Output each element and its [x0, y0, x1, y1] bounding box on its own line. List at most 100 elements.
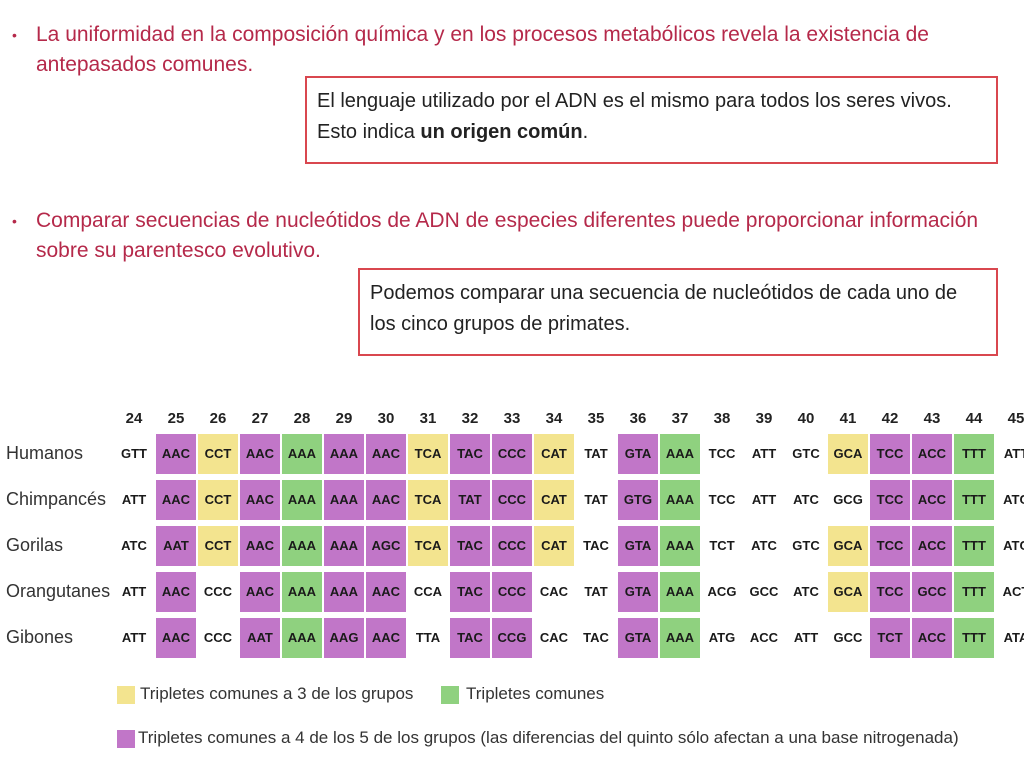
- codon-cell: ACT: [1002, 584, 1024, 599]
- codon-cell: TAT: [584, 492, 608, 507]
- codon-cell: TCC: [870, 572, 910, 612]
- codon-cell: GTG: [618, 480, 658, 520]
- legend-swatch: [117, 686, 135, 704]
- position-label: 24: [125, 410, 143, 427]
- codon-cell: TCC: [870, 480, 910, 520]
- codon-cell: ATT: [751, 492, 777, 507]
- codon-cell: AAA: [282, 434, 322, 474]
- codon-cell: TTA: [415, 630, 441, 645]
- position-label: 40: [797, 410, 815, 427]
- codon-cell: CAT: [534, 526, 574, 566]
- codon-cell: ATG: [708, 630, 736, 645]
- codon-cell: ATC: [1003, 538, 1024, 553]
- codon-cell: AAC: [366, 572, 406, 612]
- codon-cell: AAC: [240, 434, 280, 474]
- codon-cell: CAT: [534, 434, 574, 474]
- species-label: Humanos: [6, 443, 84, 463]
- codon-cell: ACC: [912, 434, 952, 474]
- position-label: 43: [923, 410, 941, 427]
- position-label: 42: [881, 410, 899, 427]
- codon-cell: AAA: [324, 434, 364, 474]
- codon-cell: ACC: [912, 480, 952, 520]
- legend-swatch: [117, 730, 135, 748]
- codon-cell: GCA: [828, 572, 868, 612]
- codon-cell: TAC: [450, 434, 490, 474]
- codon-cell: TCA: [408, 526, 448, 566]
- position-label: 31: [419, 410, 437, 427]
- codon-cell: CCG: [492, 618, 532, 658]
- codon-cell: AAC: [156, 572, 196, 612]
- codon-cell: AAC: [240, 526, 280, 566]
- position-label: 41: [839, 410, 857, 427]
- legend-swatch: [441, 686, 459, 704]
- codon-cell: ATT: [1003, 446, 1024, 461]
- position-label: 33: [503, 410, 521, 427]
- info-box-bold: un origen común: [420, 121, 583, 143]
- codon-cell: GTA: [618, 526, 658, 566]
- codon-cell: AAA: [660, 572, 700, 612]
- codon-cell: AAA: [324, 526, 364, 566]
- codon-cell: AAA: [282, 572, 322, 612]
- codon-cell: AAC: [156, 480, 196, 520]
- codon-cell: TCC: [870, 434, 910, 474]
- codon-cell: CCC: [492, 480, 532, 520]
- codon-cell: ATC: [793, 584, 819, 599]
- codon-cell: TCC: [708, 446, 736, 461]
- codon-cell: GCA: [828, 434, 868, 474]
- position-label: 34: [545, 410, 563, 427]
- position-label: 27: [251, 410, 269, 427]
- codon-cell: ACC: [912, 618, 952, 658]
- position-label: 45: [1007, 410, 1024, 427]
- codon-cell: CCC: [492, 572, 532, 612]
- sequence-table: 24 25 26 27 28 29 30 31 32 33 34 35 36 37 38 39 40 41 42 43…: [0, 400, 1024, 660]
- species-label: Gorilas: [6, 535, 64, 555]
- codon-cell: TCA: [408, 480, 448, 520]
- legend-label: Tripletes comunes a 3 de los grupos: [140, 684, 414, 703]
- codon-cell: GCC: [833, 630, 863, 645]
- codon-cell: ATA: [1003, 630, 1024, 645]
- bullet-dot-icon: •: [12, 213, 17, 229]
- position-label: 38: [713, 410, 731, 427]
- position-label: 39: [755, 410, 773, 427]
- codon-cell: AAA: [282, 618, 322, 658]
- codon-cell: ATC: [121, 538, 147, 553]
- legend-label: Tripletes comunes: [466, 684, 605, 703]
- codon-cell: TCC: [870, 526, 910, 566]
- codon-cell: AAA: [324, 572, 364, 612]
- codon-cell: ACC: [749, 630, 779, 645]
- codon-cell: TCA: [408, 434, 448, 474]
- codon-cell: TTT: [954, 618, 994, 658]
- codon-cell: ATT: [121, 630, 147, 645]
- codon-cell: TTT: [954, 434, 994, 474]
- position-label: 37: [671, 410, 689, 427]
- codon-cell: CAC: [539, 584, 569, 599]
- codon-cell: CCC: [492, 526, 532, 566]
- codon-cell: CCC: [203, 630, 233, 645]
- codon-cell: ACC: [912, 526, 952, 566]
- codon-cell: AAC: [156, 618, 196, 658]
- codon-cell: TAC: [583, 630, 609, 645]
- codon-cell: GCA: [828, 526, 868, 566]
- codon-cell: AAA: [282, 526, 322, 566]
- info-box-text: .: [582, 121, 589, 143]
- position-label: 32: [461, 410, 479, 427]
- position-label: 35: [587, 410, 605, 427]
- codon-cell: AAG: [324, 618, 364, 658]
- info-box-line: Podemos comparar una secuencia de nucleó…: [370, 282, 958, 335]
- legend: Tripletes comunes a 3 de los grupos Tripl…: [0, 676, 1024, 756]
- codon-cell: ACG: [707, 584, 737, 599]
- codon-cell: AAT: [156, 526, 196, 566]
- bullet-text: La uniformidad en la composición química…: [36, 23, 929, 76]
- codon-cell: AAA: [282, 480, 322, 520]
- codon-cell: AGC: [366, 526, 406, 566]
- codon-cell: TAT: [584, 584, 608, 599]
- codon-cell: CCT: [198, 480, 238, 520]
- position-label: 44: [965, 410, 983, 427]
- info-box-line: Esto indica un origen común.: [317, 117, 986, 148]
- codon-cell: ATC: [751, 538, 777, 553]
- codon-cell: ATT: [751, 446, 777, 461]
- codon-cell: TCC: [708, 492, 736, 507]
- codon-cell: AAA: [660, 526, 700, 566]
- codon-cell: AAA: [660, 434, 700, 474]
- codon-cell: CAC: [539, 630, 569, 645]
